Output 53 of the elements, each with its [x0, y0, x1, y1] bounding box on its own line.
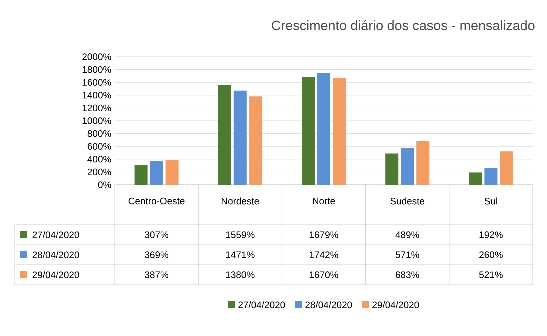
y-tick-label: 400% — [88, 156, 112, 163]
bar — [249, 96, 262, 185]
bar — [416, 141, 430, 185]
y-tick-label: 0% — [98, 182, 112, 188]
x-tick-label: Sul — [484, 198, 498, 205]
bar — [386, 154, 399, 185]
x-tick-label: Sudeste — [390, 198, 425, 205]
y-tick-label: 2000% — [82, 54, 112, 60]
bar — [333, 78, 346, 185]
data-label: 1670% — [310, 272, 338, 278]
bar — [218, 85, 232, 185]
data-label: 1742% — [310, 252, 338, 258]
data-label: 369% — [145, 252, 169, 258]
data-label: 1679% — [310, 232, 338, 238]
data-label: 683% — [396, 272, 420, 278]
data-label: 521% — [479, 272, 503, 278]
x-tick-label: Norte — [313, 198, 336, 205]
bar — [500, 152, 514, 185]
y-tick-label: 800% — [88, 130, 112, 138]
bar — [401, 148, 414, 185]
text: 27/04/2020 — [238, 302, 286, 308]
bar — [134, 165, 148, 185]
legend-label: 28/04/2020 — [32, 252, 80, 258]
y-tick-label: 1400% — [82, 92, 112, 99]
legend-label: 27/04/2020 — [32, 232, 80, 238]
y-tick-label: 200% — [88, 168, 112, 176]
data-label: 1559% — [226, 232, 255, 238]
data-label: 192% — [480, 232, 503, 238]
data-label: 387% — [145, 272, 169, 278]
y-tick-label: 600% — [88, 143, 112, 150]
y-tick-label: 1800% — [82, 66, 112, 74]
data-label: 260% — [480, 252, 503, 258]
bar — [234, 90, 247, 185]
x-tick-label: Centro-Oeste — [128, 198, 185, 205]
y-tick-label: 1600% — [82, 79, 112, 86]
legend-label: 29/04/2020 — [372, 302, 420, 308]
bar — [469, 172, 482, 185]
data-label: 1471% — [226, 252, 255, 258]
bar — [166, 160, 179, 185]
data-label: 489% — [396, 232, 420, 238]
chart-title: Crescimento diário dos casos - mensalizado — [272, 20, 535, 30]
data-label: 1380% — [226, 272, 255, 278]
data-label: 571% — [396, 252, 420, 258]
y-tick-label: 1200% — [82, 104, 112, 112]
text: 28/04/2020 — [306, 302, 352, 308]
bar — [484, 168, 498, 185]
bar — [318, 74, 330, 185]
x-tick-label: Nordeste — [222, 198, 260, 205]
data-label: 307% — [145, 232, 169, 238]
bar — [150, 161, 164, 185]
text: 29/04/2020 — [32, 272, 80, 278]
bar — [302, 78, 315, 185]
y-tick-label: 1000% — [82, 118, 112, 124]
